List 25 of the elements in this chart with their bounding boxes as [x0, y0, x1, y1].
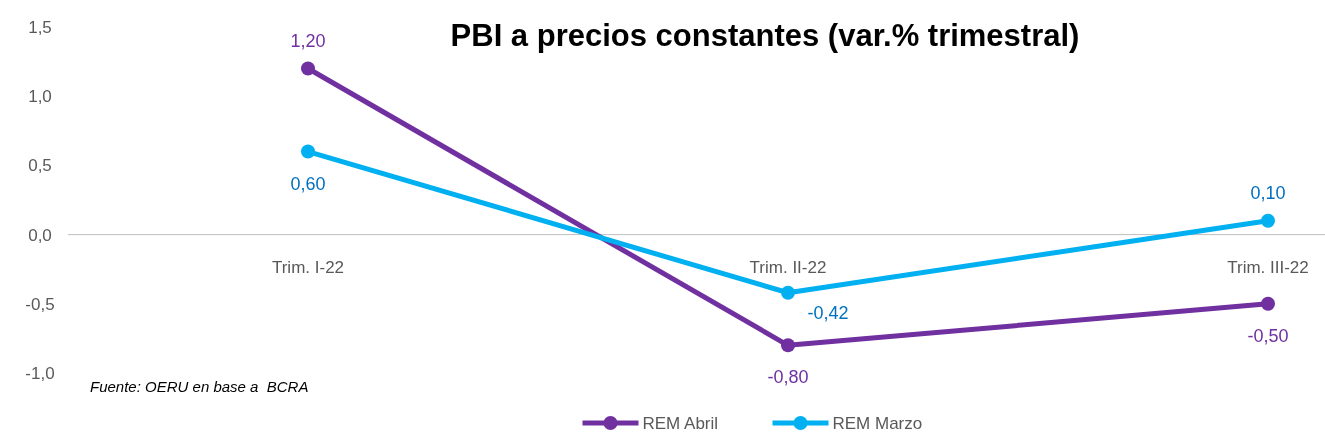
chart-title: PBI a precios constantes (var.% trimestral) [450, 18, 1080, 53]
x-tick-label: Trim. III-22 [1227, 257, 1309, 277]
point [301, 144, 315, 159]
data-label: -0,80 [767, 367, 809, 388]
data-label: 1,20 [290, 30, 326, 51]
point [1261, 296, 1275, 311]
y-tick-label: 1,5 [28, 17, 52, 37]
data-label: 0,60 [290, 173, 326, 194]
x-tick-label: Trim. I-22 [271, 257, 345, 277]
legend-label: REM Abril [642, 413, 719, 432]
y-tick-label: 0,0 [28, 225, 52, 245]
point [781, 338, 795, 353]
data-label: -0,50 [1247, 325, 1289, 346]
y-tick-label: 1,0 [28, 87, 52, 107]
point [301, 61, 315, 76]
point [781, 285, 795, 300]
point [1261, 213, 1275, 228]
legend-label: REM Marzo [832, 413, 923, 432]
data-label: 0,10 [1250, 182, 1286, 203]
data-label: -0,42 [807, 302, 849, 323]
y-tick-label: 0,5 [28, 156, 52, 176]
y-tick-label: -0,5 [25, 294, 55, 314]
y-tick-label: -1,0 [25, 363, 55, 383]
source-note: Fuente: OERU en base a BCRA [90, 378, 309, 395]
x-tick-label: Trim. II-22 [749, 257, 827, 277]
